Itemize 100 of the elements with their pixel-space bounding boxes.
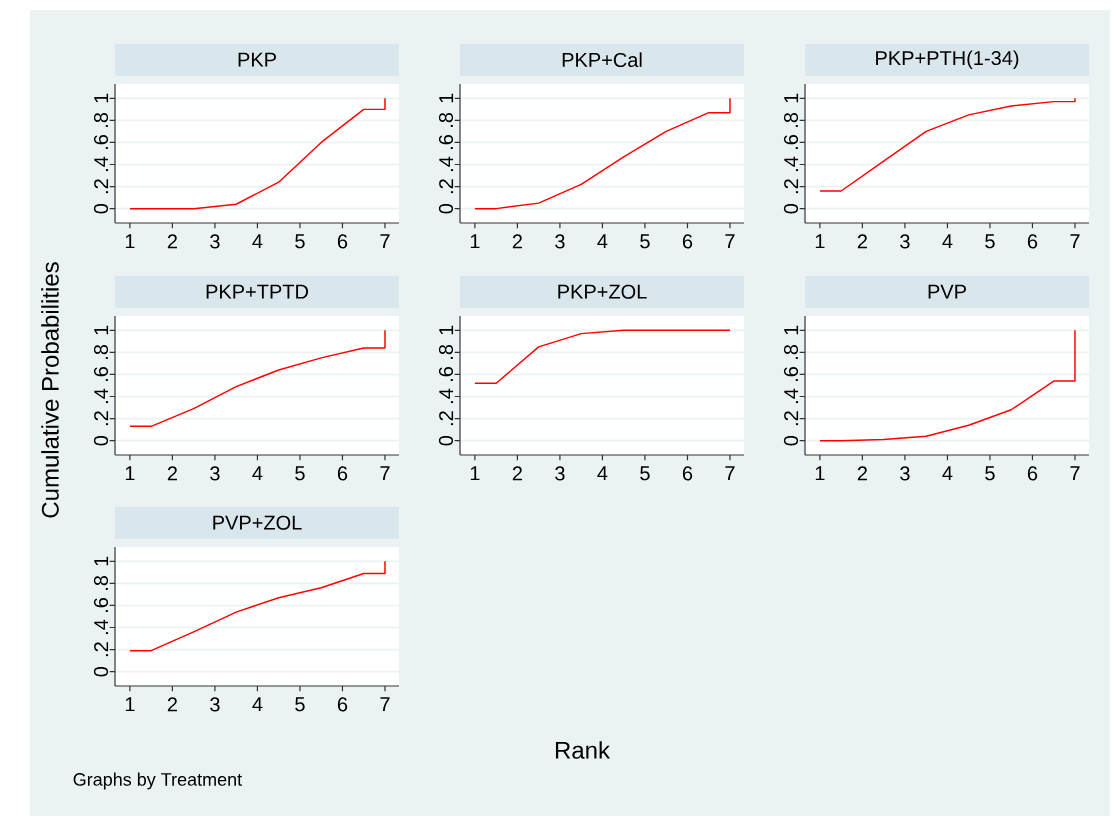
line-series xyxy=(129,560,386,652)
line-series xyxy=(474,97,731,210)
y-tick-label: 1 xyxy=(439,325,454,335)
x-tick-label: 5 xyxy=(985,234,995,249)
x-tick-label: 2 xyxy=(857,234,867,249)
y-tick-label: .4 xyxy=(94,619,109,635)
chart-title: PKP xyxy=(238,52,276,67)
x-tick-label: 1 xyxy=(125,697,135,712)
x-tick-label: 4 xyxy=(252,234,263,249)
x-tick-label: 5 xyxy=(295,466,305,481)
x-tick-label: 7 xyxy=(1070,234,1080,249)
y-tick-label: 0 xyxy=(783,203,799,214)
x-tick-label: 1 xyxy=(470,234,480,249)
y-tick-label: .6 xyxy=(783,134,799,149)
x-tick-label: 5 xyxy=(640,466,650,481)
y-tick-label: 1 xyxy=(94,556,109,566)
y-tick-label: .4 xyxy=(439,388,454,404)
x-tick-label: 4 xyxy=(252,466,263,481)
y-tick-label: .2 xyxy=(94,642,109,657)
x-tick-label: 3 xyxy=(900,234,910,249)
x-tick-label: 7 xyxy=(380,466,390,481)
y-axis-title: Cumulative Probabilities xyxy=(41,262,59,518)
x-tick-label: 3 xyxy=(555,234,565,249)
chart-title: PKP+TPTD xyxy=(206,284,309,299)
y-tick-label: .8 xyxy=(783,112,799,127)
y-tick-label: .4 xyxy=(94,388,109,404)
y-tick-label: .8 xyxy=(783,344,799,359)
x-tick-label: 3 xyxy=(210,234,220,249)
x-tick-label: 1 xyxy=(470,466,480,481)
y-tick-label: 1 xyxy=(94,325,109,335)
chart-title: PKP+ZOL xyxy=(558,284,647,299)
x-tick-label: 2 xyxy=(512,234,522,249)
x-tick-label: 7 xyxy=(725,466,735,481)
x-tick-label: 2 xyxy=(857,466,867,481)
y-tick-label: .2 xyxy=(94,411,109,426)
y-tick-label: 1 xyxy=(784,93,799,103)
y-tick-label: 0 xyxy=(93,203,109,214)
x-tick-label: 4 xyxy=(942,234,953,249)
x-tick-label: 3 xyxy=(210,697,220,712)
x-tick-label: 1 xyxy=(815,234,825,249)
x-tick-label: 7 xyxy=(725,234,735,249)
x-tick-label: 3 xyxy=(900,466,910,481)
y-tick-label: .8 xyxy=(93,344,109,359)
text: Graphs by Treatment xyxy=(73,772,242,790)
x-tick-label: 6 xyxy=(337,697,348,712)
line-series xyxy=(819,329,1076,442)
x-tick-label: 6 xyxy=(682,234,693,249)
x-tick-label: 5 xyxy=(295,234,305,249)
x-tick-label: 5 xyxy=(640,234,650,249)
x-tick-label: 3 xyxy=(555,466,565,481)
chart-title: PVP xyxy=(928,284,966,299)
y-tick-label: 0 xyxy=(93,435,109,446)
y-tick-label: 0 xyxy=(93,666,109,677)
y-tick-label: .4 xyxy=(439,156,454,172)
y-tick-label: .6 xyxy=(783,366,799,381)
x-tick-label: 2 xyxy=(512,466,522,481)
x-tick-label: 2 xyxy=(167,466,177,481)
x-tick-label: 1 xyxy=(125,466,135,481)
y-tick-label: .8 xyxy=(438,112,454,127)
line-series xyxy=(819,97,1076,192)
x-tick-label: 6 xyxy=(337,234,348,249)
x-tick-label: 5 xyxy=(985,466,995,481)
y-tick-label: 0 xyxy=(438,203,454,214)
y-tick-label: .6 xyxy=(93,366,109,381)
x-tick-label: 2 xyxy=(167,697,177,712)
y-tick-label: .6 xyxy=(93,134,109,149)
y-tick-label: .4 xyxy=(784,156,799,172)
y-tick-label: 1 xyxy=(439,93,454,103)
x-tick-label: 6 xyxy=(337,466,348,481)
x-tick-label: 6 xyxy=(682,466,693,481)
y-tick-label: .2 xyxy=(439,411,454,426)
y-tick-label: .2 xyxy=(784,179,799,194)
y-tick-label: .4 xyxy=(784,388,799,404)
x-tick-label: 7 xyxy=(380,697,390,712)
y-tick-label: 0 xyxy=(783,435,799,446)
y-tick-label: .8 xyxy=(93,575,109,590)
y-tick-label: .6 xyxy=(438,366,454,381)
y-tick-label: .4 xyxy=(94,156,109,172)
chart-title: PKP+Cal xyxy=(562,52,642,68)
x-tick-label: 4 xyxy=(597,466,608,481)
x-tick-label: 1 xyxy=(125,234,135,249)
y-tick-label: .6 xyxy=(438,134,454,149)
x-tick-label: 4 xyxy=(942,466,953,481)
x-tick-label: 7 xyxy=(380,234,390,249)
x-tick-label: 5 xyxy=(295,697,305,712)
y-tick-label: 1 xyxy=(784,325,799,335)
y-tick-label: 1 xyxy=(94,93,109,103)
x-tick-label: 1 xyxy=(815,466,825,481)
chart-title: PVP+ZOL xyxy=(213,515,302,530)
y-tick-label: .2 xyxy=(439,179,454,194)
x-tick-label: 3 xyxy=(210,466,220,481)
x-tick-label: 2 xyxy=(167,234,177,249)
x-axis-title: Rank xyxy=(555,741,611,759)
y-tick-label: .6 xyxy=(93,597,109,612)
x-tick-label: 7 xyxy=(1070,466,1080,481)
x-tick-label: 4 xyxy=(252,697,263,712)
y-tick-label: 0 xyxy=(438,435,454,446)
x-tick-label: 6 xyxy=(1027,234,1038,249)
chart-title: PKP+PTH(1-34) xyxy=(876,50,1019,70)
line-series xyxy=(129,329,386,428)
